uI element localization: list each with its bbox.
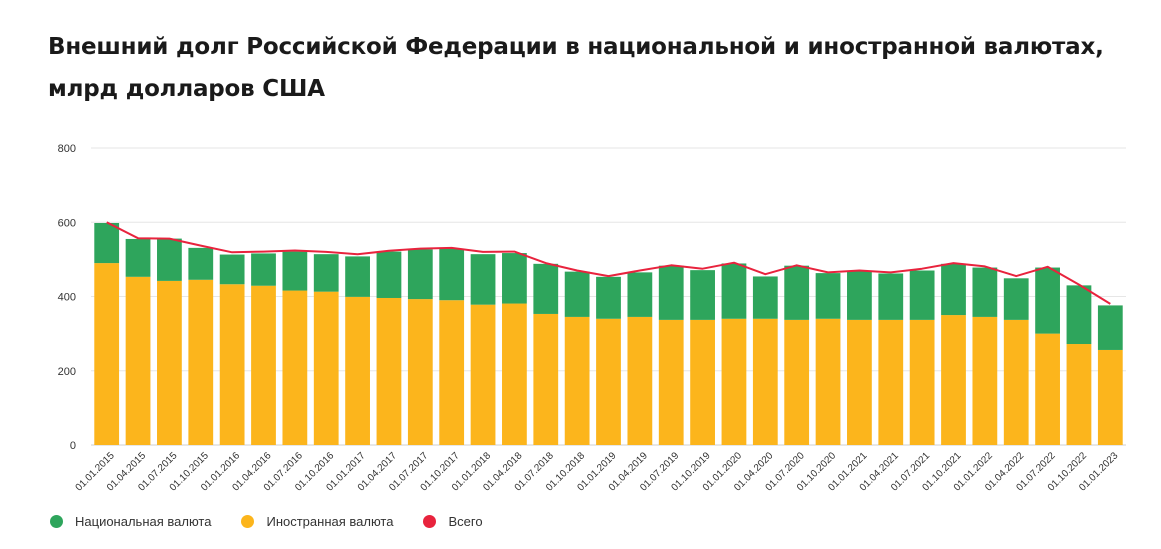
- bar-national: [188, 247, 214, 280]
- bar-national: [596, 276, 621, 319]
- bar-national: [658, 265, 684, 320]
- bar-national: [847, 271, 872, 320]
- bar-foreign: [188, 279, 214, 445]
- bar-national: [1066, 285, 1092, 345]
- bar-foreign: [94, 263, 120, 445]
- bar-national: [752, 276, 778, 319]
- legend-item-foreign[interactable]: Иностранная валюта: [241, 514, 393, 529]
- bar-foreign: [407, 299, 433, 445]
- bar-national: [439, 248, 465, 301]
- bar-national: [690, 270, 715, 320]
- bar-foreign: [502, 303, 527, 445]
- bar-national: [972, 267, 998, 317]
- legend-dot-foreign: [241, 515, 255, 528]
- bar-foreign: [376, 297, 402, 445]
- bar-national: [815, 273, 841, 319]
- bar-national: [1003, 278, 1029, 320]
- bar-national: [345, 256, 370, 297]
- bar-national: [502, 253, 527, 304]
- bar-foreign: [627, 316, 653, 445]
- y-tick-label: 800: [58, 143, 76, 155]
- bar-foreign: [345, 296, 370, 445]
- bar-foreign: [1035, 333, 1060, 445]
- bar-foreign: [439, 300, 465, 445]
- bar-national: [282, 251, 308, 291]
- bar-national: [157, 238, 182, 281]
- bar-national: [564, 271, 590, 317]
- legend-dot-total: [423, 515, 437, 528]
- legend-item-national[interactable]: Национальная валюта: [50, 514, 211, 529]
- y-tick-label: 200: [58, 366, 76, 378]
- bar-foreign: [815, 318, 841, 445]
- bar-foreign: [533, 313, 559, 445]
- bar-national: [219, 254, 245, 285]
- chart-title: Внешний долг Российской Федерации в наци…: [48, 34, 1104, 102]
- legend-dot-national: [50, 515, 63, 528]
- bar-national: [941, 263, 966, 316]
- bar-foreign: [313, 291, 339, 445]
- bar-foreign: [282, 290, 308, 445]
- bar-foreign: [658, 319, 684, 445]
- bar-national: [627, 272, 653, 317]
- y-tick-label: 0: [70, 440, 76, 452]
- bar-foreign: [219, 284, 245, 445]
- bar-foreign: [251, 285, 276, 445]
- bar-foreign: [847, 319, 872, 445]
- bar-foreign: [125, 276, 151, 445]
- bar-national: [470, 254, 496, 305]
- bar-national: [125, 238, 151, 277]
- bar-national: [94, 222, 120, 264]
- total-line: [106, 221, 1111, 305]
- bar-national: [784, 265, 810, 320]
- bar-national: [1097, 305, 1123, 350]
- bar-national: [407, 249, 433, 300]
- bar-national: [878, 273, 904, 320]
- bar-national: [376, 251, 402, 298]
- bar-foreign: [941, 315, 966, 445]
- bar-foreign: [470, 304, 496, 445]
- bar-national: [909, 270, 935, 320]
- bar-foreign: [690, 319, 715, 445]
- legend-item-total[interactable]: Всего: [423, 514, 483, 529]
- legend: Национальная валюта Иностранная валюта В…: [50, 514, 513, 529]
- bar-foreign: [596, 318, 621, 445]
- bar-national: [533, 263, 559, 314]
- bar-foreign: [972, 316, 998, 445]
- bar-foreign: [752, 318, 778, 445]
- bar-national: [251, 253, 276, 286]
- y-tick-label: 400: [58, 292, 76, 304]
- bar-national: [313, 254, 339, 292]
- bar-foreign: [1066, 344, 1092, 445]
- bar-foreign: [157, 280, 182, 445]
- bar-national: [721, 263, 747, 319]
- bar-foreign: [564, 316, 590, 445]
- bar-foreign: [784, 319, 810, 445]
- legend-label-foreign: Иностранная валюта: [266, 514, 394, 529]
- bar-foreign: [909, 319, 935, 445]
- y-tick-label: 600: [58, 217, 76, 229]
- bar-national: [1035, 267, 1060, 334]
- bar-foreign: [1003, 319, 1029, 445]
- bar-foreign: [878, 319, 904, 445]
- legend-label-total: Всего: [448, 514, 483, 529]
- bar-foreign: [1097, 349, 1123, 445]
- legend-label-national: Национальная валюта: [75, 514, 212, 529]
- bar-foreign: [721, 318, 747, 445]
